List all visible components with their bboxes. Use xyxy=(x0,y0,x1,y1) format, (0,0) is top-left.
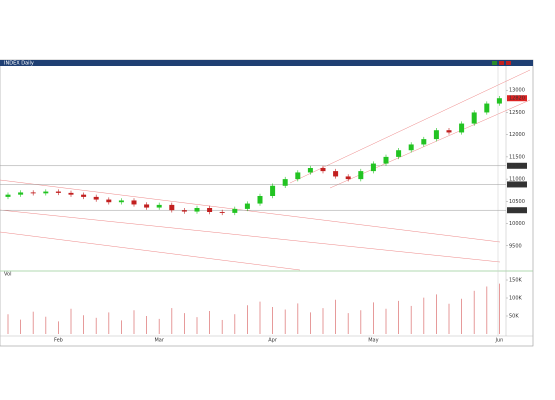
candle-body xyxy=(144,204,150,208)
candle-body xyxy=(194,208,200,212)
candle-body xyxy=(295,172,301,180)
candle-body xyxy=(68,192,74,195)
level-tag xyxy=(507,162,527,169)
y-tick-label: 9500 xyxy=(509,243,522,249)
candle-body xyxy=(496,98,502,104)
x-tick-label: May xyxy=(368,338,378,344)
candle-body xyxy=(93,196,99,200)
candle-body xyxy=(307,168,313,173)
candle-body xyxy=(345,176,351,180)
candle-body xyxy=(257,196,263,204)
trend-line xyxy=(0,179,501,243)
y-tick-label: 11500 xyxy=(509,154,525,160)
x-tick-label: Mar xyxy=(154,338,164,344)
candle-body xyxy=(118,200,124,203)
x-tick-label: Feb xyxy=(54,338,63,344)
candle-body xyxy=(244,203,250,209)
candle-body xyxy=(169,204,175,211)
last-price-label: 12820 xyxy=(509,96,525,102)
candle-body xyxy=(181,210,187,212)
level-tag xyxy=(507,181,527,188)
window-button[interactable] xyxy=(499,61,504,65)
level-tag xyxy=(507,207,527,214)
candle-body xyxy=(408,144,414,151)
candle-body xyxy=(282,179,288,186)
candle-body xyxy=(18,192,24,195)
trend-line xyxy=(0,231,301,271)
volume-tick-label: 50K xyxy=(509,314,519,320)
candle-body xyxy=(30,192,36,194)
trend-line xyxy=(329,99,531,189)
candle-body xyxy=(106,199,112,203)
candle-body xyxy=(43,191,49,194)
candle-body xyxy=(421,139,427,145)
chart-window xyxy=(0,59,534,347)
candle-body xyxy=(81,194,87,197)
y-tick-label: 10500 xyxy=(509,199,525,205)
trend-line xyxy=(289,69,531,184)
candle-body xyxy=(396,150,402,157)
candle-body xyxy=(446,130,452,133)
candle-body xyxy=(484,103,490,113)
volume-tick-label: 100K xyxy=(509,296,523,302)
candle-body xyxy=(207,208,213,212)
chart-title: INDEX Daily xyxy=(4,61,34,67)
candle-body xyxy=(459,123,465,133)
volume-tick-label: 150K xyxy=(509,278,523,284)
candle-body xyxy=(156,204,162,208)
candle-body xyxy=(383,156,389,164)
candle-body xyxy=(358,171,364,180)
level-label: 11300 xyxy=(509,163,525,169)
y-tick-label: 13000 xyxy=(509,88,525,94)
candle-body xyxy=(333,171,339,177)
level-label: 10880 xyxy=(509,182,525,188)
candle-body xyxy=(270,185,276,196)
candle-body xyxy=(131,200,137,205)
trend-line xyxy=(0,209,501,263)
candle-body xyxy=(232,208,238,213)
candle-body xyxy=(320,168,326,172)
x-tick-label: Jun xyxy=(494,338,503,344)
candle-body xyxy=(433,130,439,140)
candle-body xyxy=(370,163,376,172)
candle-body xyxy=(471,112,477,124)
y-tick-label: 12000 xyxy=(509,132,525,138)
last-price-tag xyxy=(507,95,527,102)
title-bar xyxy=(0,60,533,66)
y-tick-label: 10000 xyxy=(509,221,525,227)
window-button[interactable] xyxy=(506,61,511,65)
volume-title: Vol xyxy=(4,272,11,278)
x-tick-label: Apr xyxy=(268,338,278,344)
candle-body xyxy=(55,191,61,193)
candle-body xyxy=(219,212,225,213)
level-label: 10300 xyxy=(509,208,525,214)
candle-body xyxy=(5,194,11,197)
window-button[interactable] xyxy=(492,61,497,65)
y-tick-label: 11000 xyxy=(509,177,525,183)
y-tick-label: 12500 xyxy=(509,110,525,116)
